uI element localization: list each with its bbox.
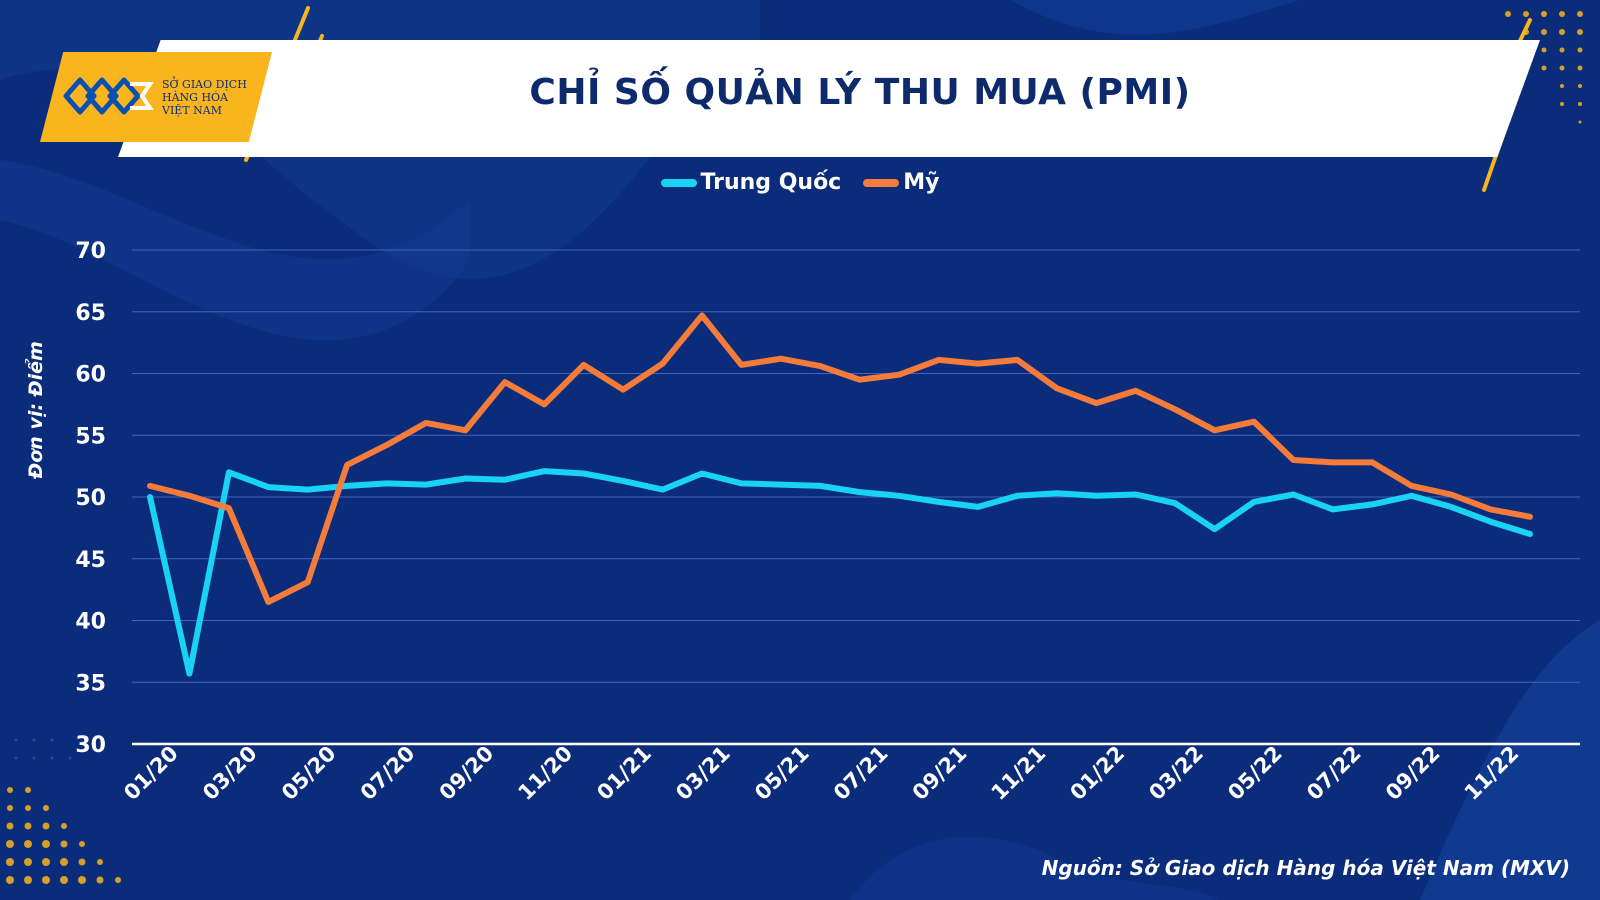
x-tick-label: 07/22 <box>1302 741 1366 805</box>
x-tick-label: 11/21 <box>987 741 1051 805</box>
logo-text: SỞ GIAO DỊCH HÀNG HÓA VIỆT NAM <box>162 78 262 117</box>
x-tick-label: 01/22 <box>1065 741 1129 805</box>
x-tick-label: 09/21 <box>908 741 972 805</box>
logo-line-3: VIỆT NAM <box>162 104 222 117</box>
x-tick-label: 03/22 <box>1144 741 1208 805</box>
legend-swatch-china <box>660 178 697 187</box>
title-banner <box>118 40 1540 157</box>
x-tick-label: 03/20 <box>198 741 262 805</box>
x-tick-label: 05/22 <box>1223 741 1287 805</box>
y-tick-label: 50 <box>75 486 106 511</box>
x-tick-label: 09/20 <box>435 741 499 805</box>
chart-title: CHỈ SỐ QUẢN LÝ THU MUA (PMI) <box>529 72 1191 113</box>
x-tick-label: 05/21 <box>750 741 814 805</box>
y-tick-label: 70 <box>75 239 106 264</box>
x-tick-label: 09/22 <box>1381 741 1445 805</box>
chart-legend: Trung Quốc Mỹ <box>0 170 1600 195</box>
x-tick-label: 07/20 <box>356 741 420 805</box>
y-tick-label: 45 <box>75 548 106 573</box>
legend-label-china: Trung Quốc <box>700 170 842 195</box>
legend-item-china: Trung Quốc <box>660 170 842 195</box>
y-tick-label: 60 <box>75 363 106 388</box>
x-tick-label: 07/21 <box>829 741 893 805</box>
y-tick-label: 55 <box>75 424 106 449</box>
logo-box <box>40 52 272 142</box>
x-tick-label: 11/22 <box>1460 741 1524 805</box>
x-tick-label: 05/20 <box>277 741 341 805</box>
legend-item-us: Mỹ <box>863 170 939 195</box>
logo-line-1: SỞ GIAO DỊCH <box>162 78 247 91</box>
series-line-china <box>147 468 1533 677</box>
logo-line-2: HÀNG HÓA <box>162 91 228 104</box>
legend-swatch-us <box>863 178 900 187</box>
series-line-us <box>147 312 1533 605</box>
x-tick-label: 01/20 <box>119 741 183 805</box>
x-tick-label: 11/20 <box>513 741 577 805</box>
y-tick-label: 30 <box>75 733 106 758</box>
y-tick-label: 35 <box>75 671 106 696</box>
source-note: Nguồn: Sở Giao dịch Hàng hóa Việt Nam (M… <box>1041 856 1570 880</box>
x-tick-label: 01/21 <box>592 741 656 805</box>
legend-label-us: Mỹ <box>903 170 940 195</box>
x-tick-label: 03/21 <box>671 741 735 805</box>
logo-icon <box>63 77 154 115</box>
y-tick-label: 65 <box>75 301 106 326</box>
y-tick-label: 40 <box>75 610 106 635</box>
